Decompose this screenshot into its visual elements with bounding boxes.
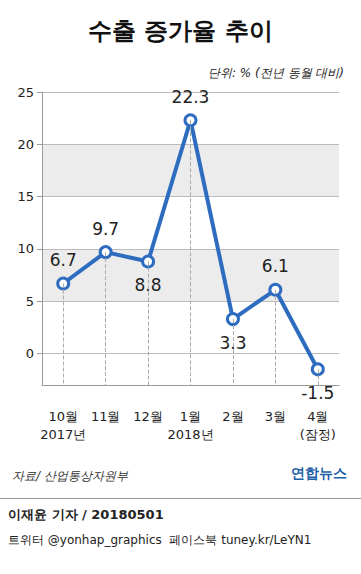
svg-text:12월: 12월 — [133, 409, 163, 424]
svg-text:1월: 1월 — [180, 409, 201, 424]
svg-text:-1.5: -1.5 — [301, 383, 334, 403]
svg-text:6.7: 6.7 — [50, 250, 77, 270]
svg-text:25: 25 — [17, 85, 34, 100]
svg-text:이재윤 기자 / 20180501: 이재윤 기자 / 20180501 — [8, 507, 164, 522]
svg-text:6.1: 6.1 — [262, 256, 289, 276]
svg-text:8.8: 8.8 — [134, 275, 162, 295]
svg-text:단위: % (전년 동월 대비): 단위: % (전년 동월 대비) — [208, 66, 344, 80]
svg-text:2018년: 2018년 — [167, 427, 213, 442]
svg-text:5: 5 — [26, 294, 34, 309]
svg-text:15: 15 — [17, 189, 34, 204]
svg-text:자료/ 산업통상자원부: 자료/ 산업통상자원부 — [12, 469, 129, 483]
svg-text:트위터 @yonhap_graphics 페이스북 tun: 트위터 @yonhap_graphics 페이스북 tuney.kr/LeYN1 — [8, 533, 311, 547]
svg-text:11월: 11월 — [91, 409, 121, 424]
svg-text:(잠정): (잠정) — [300, 427, 336, 442]
svg-text:수출 증가율 추이: 수출 증가율 추이 — [88, 17, 273, 45]
svg-text:4월: 4월 — [307, 409, 328, 424]
svg-text:20: 20 — [17, 137, 34, 152]
svg-text:2월: 2월 — [222, 409, 243, 424]
svg-text:0: 0 — [26, 346, 34, 361]
svg-text:3.3: 3.3 — [219, 333, 246, 353]
svg-text:22.3: 22.3 — [172, 87, 210, 107]
svg-text:2017년: 2017년 — [40, 427, 86, 442]
svg-text:3월: 3월 — [265, 409, 286, 424]
svg-text:연합뉴스: 연합뉴스 — [291, 465, 347, 481]
svg-text:9.7: 9.7 — [92, 219, 119, 239]
svg-text:10월: 10월 — [48, 409, 78, 424]
svg-text:10: 10 — [17, 241, 34, 256]
